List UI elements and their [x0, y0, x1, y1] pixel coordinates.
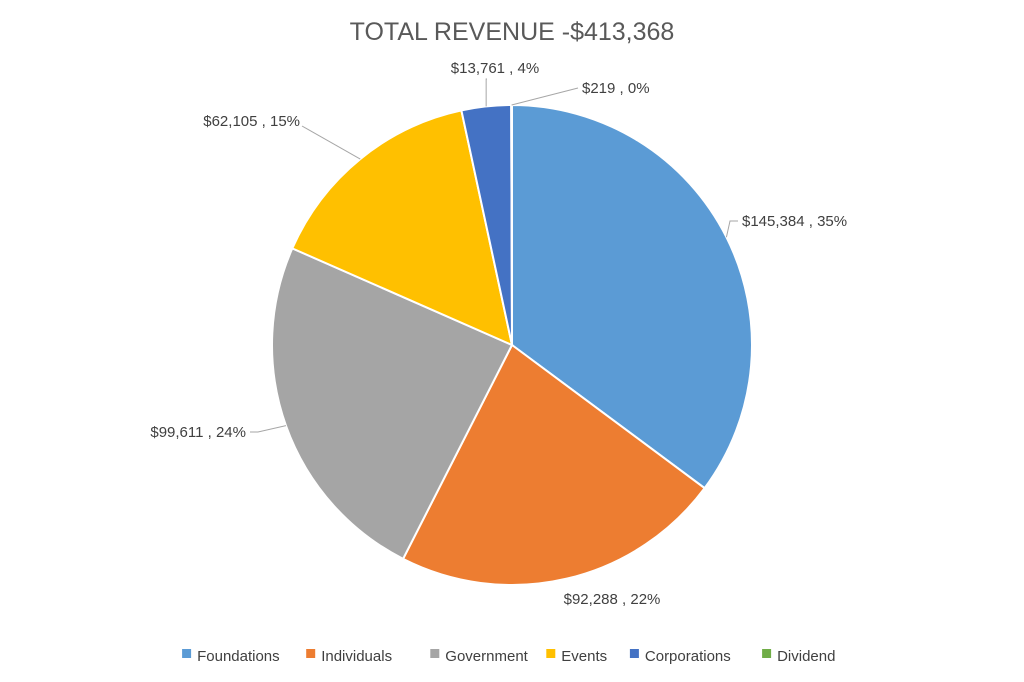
- data-label-individuals: $92,288 , 22%: [564, 591, 661, 608]
- legend-swatch-events: [546, 649, 556, 658]
- legend-label-corporations: Corporations: [645, 648, 731, 665]
- leader-line-corporations: [485, 78, 487, 107]
- leader-line-events: [301, 125, 361, 160]
- pie-slice-individuals: [401, 343, 707, 586]
- data-label-foundations: $145,384 , 35%: [742, 213, 847, 230]
- legend-item-corporations: Corporations: [629, 648, 731, 665]
- data-label-dividend: $219 , 0%: [582, 80, 650, 97]
- data-label-events: $62,105 , 15%: [203, 113, 300, 130]
- legend-label-events: Events: [561, 648, 607, 665]
- legend-item-government: Government: [430, 648, 529, 665]
- legend-label-government: Government: [445, 648, 528, 665]
- legend-item-individuals: Individuals: [306, 648, 392, 665]
- leader-line-dividend: [511, 87, 579, 106]
- legend-item-dividend: Dividend: [762, 648, 835, 665]
- leader-lines: [250, 78, 738, 433]
- pie-slices: [271, 103, 753, 586]
- legend-label-individuals: Individuals: [321, 648, 392, 665]
- legend-item-foundations: Foundations: [182, 648, 280, 665]
- legend-swatch-government: [430, 649, 440, 658]
- pie-slice-government: [271, 247, 514, 561]
- data-label-government: $99,611 , 24%: [150, 424, 246, 441]
- legend-swatch-foundations: [182, 649, 192, 658]
- legend-swatch-individuals: [306, 649, 316, 658]
- legend-swatch-dividend: [762, 649, 772, 658]
- chart-title: TOTAL REVENUE -$413,368: [350, 18, 675, 46]
- data-labels: $145,384 , 35% $92,288 , 22% $99,611 , 24%…: [150, 60, 847, 608]
- leader-line-government: [250, 425, 287, 433]
- legend-label-foundations: Foundations: [197, 648, 280, 665]
- legend-swatch-corporations: [629, 649, 639, 658]
- legend-item-events: Events: [546, 648, 607, 665]
- legend: Foundations Individuals Government Events Co…: [182, 648, 835, 665]
- leader-line-foundations: [725, 220, 738, 238]
- legend-label-dividend: Dividend: [777, 648, 835, 665]
- data-label-corporations: $13,761 , 4%: [451, 60, 539, 77]
- pie-slice-dividend: [510, 103, 513, 346]
